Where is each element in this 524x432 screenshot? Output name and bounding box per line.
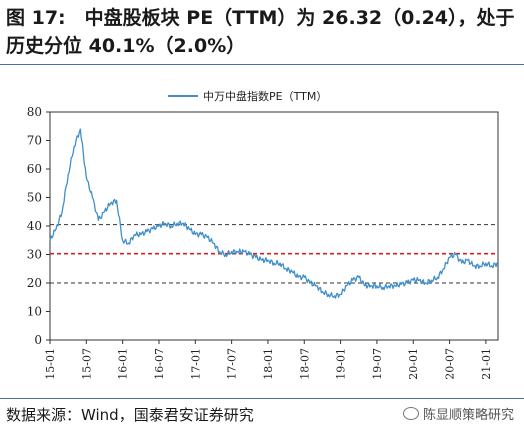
x-tick-label: 18-01 [262, 348, 275, 380]
source-divider [0, 398, 524, 399]
x-tick-label: 17-01 [189, 348, 202, 380]
plot-area [49, 111, 499, 341]
x-tick-label: 15-01 [44, 348, 57, 380]
watermark: 陈显顺策略研究 [402, 404, 514, 423]
chart-legend: 中万中盘指数PE（TTM） [168, 89, 327, 103]
pe-line-chart: 中万中盘指数PE（TTM） 0 10 20 30 40 50 60 70 80 15-01 15-… [27, 89, 499, 380]
x-tick-label: 17-07 [226, 348, 239, 380]
y-tick-label: 20 [27, 276, 42, 290]
x-tick-label: 19-07 [371, 348, 384, 380]
x-tick-label: 16-07 [153, 348, 166, 380]
pe-series-line [49, 128, 499, 299]
y-tick-label: 60 [27, 162, 42, 176]
x-tick-label: 18-07 [298, 348, 311, 380]
y-tick-label: 50 [27, 191, 42, 205]
x-tick-label: 21-01 [480, 348, 493, 380]
title-divider [0, 64, 524, 65]
wechat-icon [402, 407, 419, 420]
x-tick-label: 20-07 [444, 348, 457, 380]
x-tick-label: 19-01 [335, 348, 348, 380]
y-tick-label: 70 [27, 134, 42, 148]
watermark-text: 陈显顺策略研究 [422, 408, 514, 423]
figure-title: 图 17: 中盘股板块 PE（TTM）为 26.32（0.24），处于历史分位 … [6, 7, 515, 57]
source-note: 数据来源：Wind，国泰君安证券研究 [6, 406, 254, 424]
y-tick-label: 80 [27, 105, 42, 119]
x-tick-label: 15-07 [80, 348, 93, 380]
legend-label: 中万中盘指数PE（TTM） [203, 89, 327, 103]
x-tick-label: 16-01 [117, 348, 130, 380]
y-tick-label: 40 [27, 219, 42, 233]
y-tick-label: 10 [27, 305, 42, 319]
x-tick-label: 20-01 [407, 348, 420, 380]
y-tick-label: 30 [27, 248, 42, 262]
y-tick-label: 0 [34, 333, 42, 347]
